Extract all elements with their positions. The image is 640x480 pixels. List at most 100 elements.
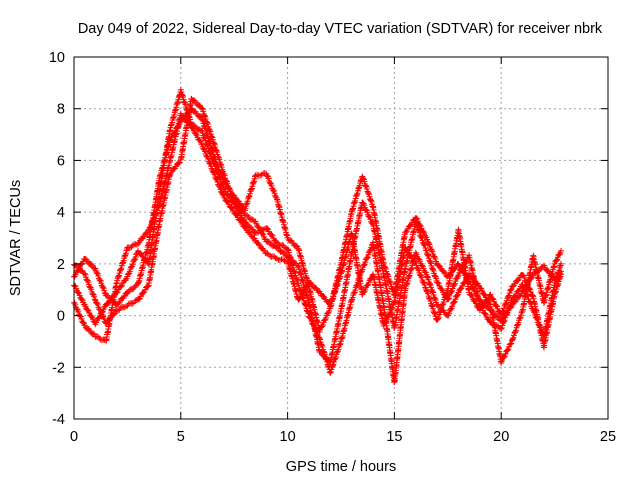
data-point — [131, 256, 138, 263]
data-point — [200, 134, 207, 141]
data-point — [202, 148, 209, 155]
data-point — [501, 305, 508, 312]
data-point — [412, 249, 419, 256]
data-point — [458, 266, 465, 273]
x-axis-ticks: 0 5 10 15 20 25 — [70, 57, 616, 445]
data-point — [92, 265, 99, 272]
data-point — [91, 296, 98, 303]
data-point — [206, 160, 213, 167]
data-point — [302, 301, 309, 308]
data-point — [352, 287, 359, 294]
data-point — [438, 306, 445, 313]
data-point — [229, 198, 236, 205]
y-tick-label: 0 — [57, 309, 65, 325]
data-point — [369, 220, 376, 227]
data-point — [454, 292, 461, 299]
data-point — [499, 308, 506, 315]
data-point — [266, 179, 273, 186]
data-point — [432, 256, 439, 263]
x-tick-label: 0 — [70, 429, 78, 445]
data-point — [140, 289, 147, 296]
data-point — [418, 234, 425, 241]
data-point — [89, 290, 96, 297]
y-tick-label: 6 — [57, 153, 65, 169]
data-point — [332, 355, 339, 362]
data-point — [419, 278, 426, 285]
data-point — [423, 273, 430, 280]
data-point — [201, 134, 208, 141]
data-point — [213, 176, 220, 183]
data-point — [77, 313, 84, 320]
chart-title: Day 049 of 2022, Sidereal Day-to-day VTE… — [78, 21, 603, 37]
data-point — [78, 296, 85, 303]
data-point — [307, 314, 314, 321]
y-tick-label: 8 — [57, 102, 65, 118]
data-point — [129, 242, 136, 249]
y-tick-label: -4 — [52, 412, 65, 428]
data-point — [208, 133, 215, 140]
data-point — [221, 172, 228, 179]
data-point — [402, 229, 409, 236]
data-point — [251, 235, 258, 242]
data-point — [211, 171, 218, 178]
data-point — [227, 187, 234, 194]
data-point — [204, 142, 211, 149]
data-point — [361, 261, 368, 268]
y-axis-label: SDTVAR / TECUs — [8, 180, 24, 296]
data-point — [332, 353, 339, 360]
x-tick-label: 15 — [386, 429, 402, 445]
data-point — [219, 191, 226, 198]
data-point — [425, 276, 432, 283]
data-point — [244, 212, 251, 219]
data-point — [479, 304, 486, 311]
y-tick-label: 2 — [57, 257, 65, 273]
data-point — [493, 302, 500, 309]
data-point — [436, 262, 443, 269]
data-point — [435, 315, 442, 322]
series-track-4 — [71, 110, 565, 351]
data-point — [241, 223, 248, 230]
data-point — [91, 293, 98, 300]
data-point — [201, 112, 208, 119]
data-point — [558, 271, 565, 278]
data-point — [246, 229, 253, 236]
data-point — [504, 347, 511, 354]
data-point — [124, 290, 131, 297]
data-point — [515, 319, 522, 326]
data-point — [424, 274, 431, 281]
data-point — [420, 228, 427, 235]
data-point — [97, 277, 104, 284]
data-point — [264, 250, 271, 257]
data-point — [427, 298, 434, 305]
data-point — [199, 105, 206, 112]
data-point — [265, 175, 272, 182]
data-point — [219, 190, 226, 197]
data-point — [440, 268, 447, 275]
data-point — [220, 185, 227, 192]
data-point — [256, 227, 263, 234]
data-point — [349, 294, 356, 301]
data-point — [516, 315, 523, 322]
data-point — [80, 319, 87, 326]
data-point — [208, 165, 215, 172]
data-point — [129, 300, 136, 307]
data-point — [327, 301, 334, 308]
data-point — [117, 305, 124, 312]
y-tick-label: 10 — [49, 50, 65, 66]
data-point — [327, 369, 334, 376]
data-point — [388, 285, 395, 292]
data-point — [498, 325, 505, 332]
data-point — [523, 279, 530, 286]
data-point — [421, 282, 428, 289]
data-point — [501, 318, 508, 325]
x-tick-label: 5 — [177, 429, 185, 445]
data-point — [126, 268, 133, 275]
data-point — [451, 299, 458, 306]
data-point — [275, 241, 282, 248]
data-point — [402, 246, 409, 253]
data-point — [191, 97, 198, 104]
data-point — [193, 130, 200, 137]
data-point — [504, 309, 511, 316]
data-point — [556, 251, 563, 258]
data-point — [427, 281, 433, 288]
